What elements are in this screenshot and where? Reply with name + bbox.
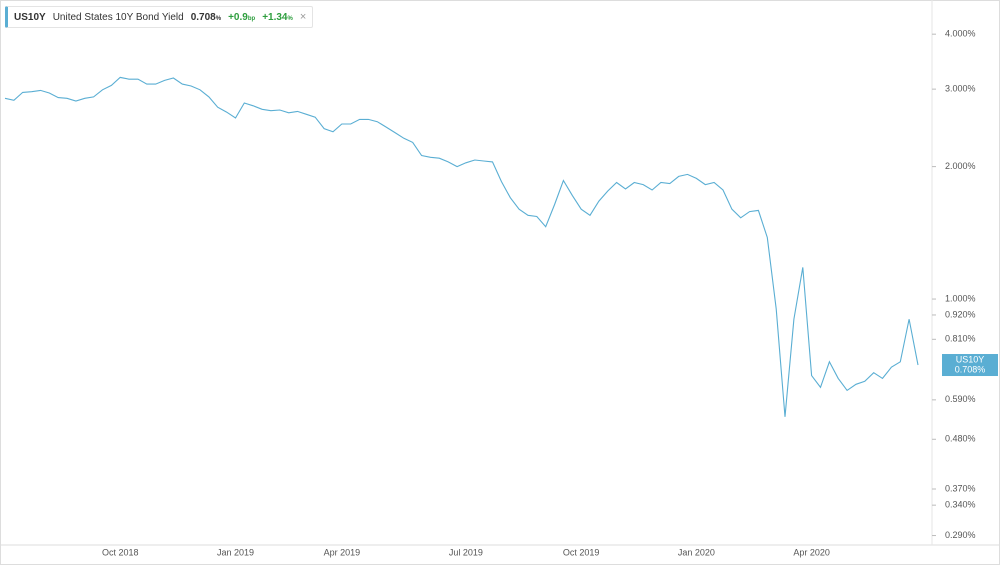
x-tick-label: Jul 2019 [449, 547, 483, 557]
change-pct-value: +1.34 [262, 11, 288, 23]
price-badge-value: 0.708% [955, 364, 986, 374]
change-pct: +1.34% [262, 12, 293, 23]
y-tick-label: 0.810% [945, 334, 976, 344]
x-tick-label: Jan 2020 [678, 547, 715, 557]
x-tick-label: Apr 2019 [324, 547, 361, 557]
y-tick-label: 2.000% [945, 161, 976, 171]
price-value: 0.708 [190, 11, 216, 23]
y-tick-label: 1.000% [945, 293, 976, 303]
y-tick-label: 4.000% [945, 29, 976, 39]
x-tick-label: Apr 2020 [793, 547, 830, 557]
price-line [4, 76, 919, 417]
legend-header[interactable]: US10Y United States 10Y Bond Yield 0.708… [5, 6, 314, 28]
y-tick-label: 0.480% [945, 434, 976, 444]
y-tick-label: 0.920% [945, 309, 976, 319]
instrument-name: United States 10Y Bond Yield [52, 11, 184, 23]
x-tick-label: Oct 2018 [102, 547, 139, 557]
close-button[interactable]: × [299, 11, 307, 23]
y-tick-label: 0.340% [945, 500, 976, 510]
x-tick-label: Oct 2019 [563, 547, 600, 557]
price-badge-symbol: US10Y [956, 354, 985, 364]
change-unit: bp [247, 15, 256, 22]
price: 0.708% [191, 12, 221, 23]
y-tick-label: 0.290% [945, 530, 976, 540]
symbol: US10Y [14, 11, 46, 23]
price-unit: % [215, 15, 222, 22]
y-tick-label: 0.370% [945, 483, 976, 493]
x-tick-label: Jan 2019 [217, 547, 254, 557]
change: +0.9bp [228, 12, 255, 23]
change-pct-unit: % [287, 15, 293, 22]
price-badge-box [942, 354, 998, 377]
change-value: +0.9 [228, 11, 248, 23]
y-tick-label: 3.000% [945, 84, 976, 94]
y-tick-label: 0.590% [945, 394, 976, 404]
